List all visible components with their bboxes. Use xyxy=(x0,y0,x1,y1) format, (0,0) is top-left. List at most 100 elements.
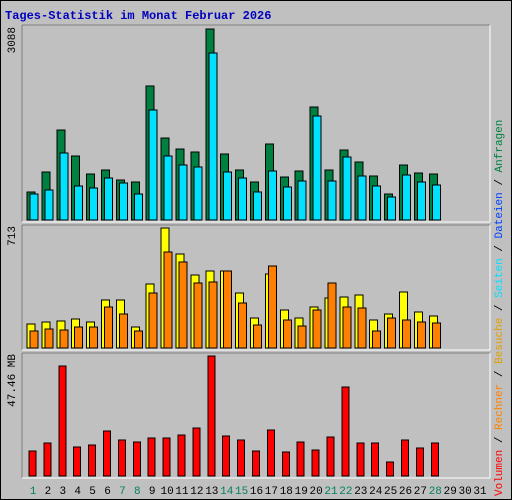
bar xyxy=(327,282,337,349)
y-tick-label: 713 xyxy=(7,226,19,246)
x-tick-label: 29 xyxy=(444,486,457,498)
bar xyxy=(402,174,411,221)
bar xyxy=(44,328,54,349)
bar xyxy=(59,329,69,349)
bar xyxy=(193,166,203,221)
bar xyxy=(73,446,82,477)
bar xyxy=(416,181,426,221)
bar xyxy=(402,319,411,349)
bar xyxy=(162,437,171,477)
bar xyxy=(266,429,275,477)
legend: Volumen / Rechner / Besuche / Seiten / D… xyxy=(494,120,506,496)
legend-separator: / xyxy=(494,172,506,192)
bar xyxy=(401,439,409,477)
bar xyxy=(59,152,69,221)
bar xyxy=(372,330,382,349)
bar xyxy=(104,177,113,221)
bar xyxy=(118,182,128,221)
bar xyxy=(132,441,141,477)
bar xyxy=(252,450,260,477)
x-tick-label: 23 xyxy=(354,486,367,498)
bar xyxy=(89,187,99,221)
bar xyxy=(177,434,186,477)
bar xyxy=(372,185,382,221)
legend-entry: Anfragen xyxy=(494,120,506,173)
x-tick-label: 27 xyxy=(414,486,427,498)
x-tick-label: 28 xyxy=(429,486,442,498)
y-tick-label: 3088 xyxy=(7,27,19,53)
bar xyxy=(296,441,305,477)
bar xyxy=(178,261,188,349)
bar xyxy=(327,180,337,221)
x-tick-label: 20 xyxy=(309,486,322,498)
bar xyxy=(44,189,54,221)
bar xyxy=(253,324,262,349)
bar xyxy=(89,326,99,349)
bar xyxy=(178,164,188,221)
x-tick-label: 3 xyxy=(59,486,66,498)
x-tick-label: 10 xyxy=(160,486,173,498)
bar xyxy=(222,435,231,477)
bar xyxy=(28,450,37,477)
bar xyxy=(371,442,380,477)
legend-entry: Besuche xyxy=(494,318,506,364)
x-tick-label: 13 xyxy=(205,486,218,498)
legend-separator: / xyxy=(494,238,506,258)
bar xyxy=(163,251,173,349)
bar xyxy=(148,109,158,221)
bar xyxy=(74,326,84,349)
legend-separator: / xyxy=(494,298,506,318)
bar xyxy=(387,196,397,221)
legend-entry: Seiten xyxy=(494,258,506,298)
bar xyxy=(431,184,441,221)
bar xyxy=(58,365,67,477)
x-tick-label: 15 xyxy=(235,486,248,498)
x-tick-label: 6 xyxy=(104,486,111,498)
bar xyxy=(238,302,248,349)
bar xyxy=(267,170,277,221)
bar xyxy=(163,155,173,221)
bar xyxy=(192,427,201,477)
bar xyxy=(415,447,424,477)
bar xyxy=(43,442,52,477)
bar xyxy=(386,461,395,477)
x-tick-label: 22 xyxy=(339,486,352,498)
bar xyxy=(326,436,335,477)
bar xyxy=(147,437,156,477)
x-tick-label: 1 xyxy=(30,486,37,498)
chart-title: Tages-Statistik im Monat Februar 2026 xyxy=(5,9,271,23)
bar xyxy=(356,442,365,477)
bar xyxy=(238,177,248,221)
x-tick-label: 16 xyxy=(250,486,263,498)
y-tick-label: 47.46 MB xyxy=(7,354,19,407)
bar xyxy=(74,185,84,221)
x-tick-label: 17 xyxy=(265,486,278,498)
x-tick-label: 19 xyxy=(295,486,308,498)
bar xyxy=(430,442,439,477)
bar xyxy=(342,306,352,349)
bar xyxy=(103,430,111,477)
bar xyxy=(416,321,426,349)
x-tick-label: 30 xyxy=(458,486,471,498)
bar xyxy=(387,317,397,349)
bar xyxy=(282,186,292,221)
x-tick-label: 5 xyxy=(89,486,96,498)
legend-separator: / xyxy=(494,364,506,384)
x-tick-label: 18 xyxy=(280,486,293,498)
legend-entry: Volumen xyxy=(494,450,506,496)
x-tick-label: 9 xyxy=(149,486,156,498)
bar xyxy=(207,355,216,477)
x-tick-label: 8 xyxy=(134,486,141,498)
x-tick-label: 11 xyxy=(175,486,189,498)
x-tick-label: 12 xyxy=(190,486,203,498)
bar xyxy=(253,191,262,221)
legend-separator: / xyxy=(494,430,506,450)
x-tick-label: 2 xyxy=(45,486,52,498)
bar xyxy=(312,115,322,221)
bar xyxy=(133,193,143,221)
bar xyxy=(357,307,367,349)
bar xyxy=(311,449,320,477)
legend-entry: Rechner xyxy=(494,384,506,430)
x-tick-label: 24 xyxy=(369,486,383,498)
bar xyxy=(267,265,277,349)
